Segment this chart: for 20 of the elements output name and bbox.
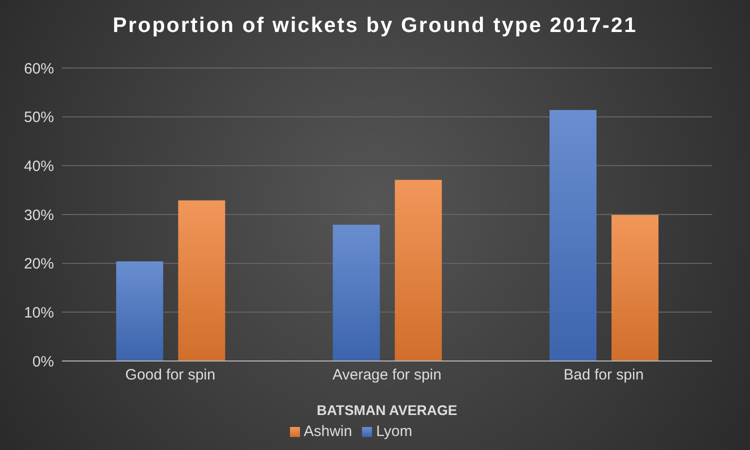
y-tick-label: 30% <box>24 206 54 224</box>
legend-label: Lyom <box>376 423 412 440</box>
bar <box>550 110 596 361</box>
x-axis-title: BATSMAN AVERAGE <box>316 402 458 418</box>
bar <box>116 261 164 361</box>
y-tick-label: 10% <box>24 304 54 322</box>
y-tick-label: 0% <box>32 353 54 370</box>
x-tick-label: Bad for spin <box>564 366 644 384</box>
bar <box>612 214 658 361</box>
y-tick-label: 50% <box>24 109 54 126</box>
y-tick-label: 40% <box>24 158 54 175</box>
x-tick-label: Good for spin <box>125 366 216 384</box>
legend-label: Ashwin <box>304 423 352 440</box>
bar <box>178 200 226 361</box>
bar <box>332 224 380 361</box>
y-tick-label: 60% <box>24 60 54 78</box>
bar <box>394 180 442 361</box>
y-tick-label: 20% <box>24 256 54 273</box>
x-tick-label: Average for spin <box>332 366 442 384</box>
chart-title: Proportion of wickets by Ground type 2017-21 <box>112 14 638 38</box>
